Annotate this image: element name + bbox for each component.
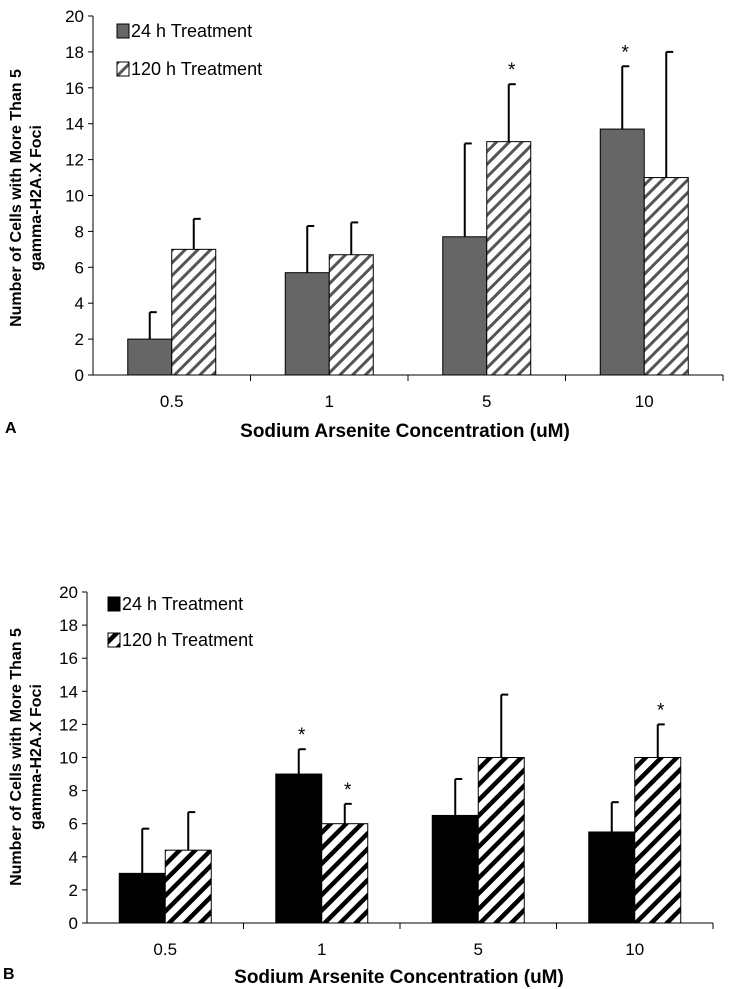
y-tick-label: 12 (65, 151, 84, 170)
y-tick-label: 14 (59, 682, 78, 701)
y-axis-label-line-1: Number of Cells with More Than 5 (8, 628, 25, 886)
y-tick-label: 14 (65, 115, 84, 134)
bar-120h (634, 757, 682, 924)
y-tick-label: 12 (59, 715, 78, 734)
y-tick-label: 16 (65, 79, 84, 98)
y-tick-label: 2 (75, 330, 84, 349)
x-tick-label: 0.5 (160, 392, 184, 411)
significance-marker: * (622, 42, 630, 63)
y-tick-label: 10 (59, 749, 78, 768)
y-tick-label: 18 (59, 616, 78, 635)
y-tick-label: 10 (65, 187, 84, 206)
y-tick-label: 4 (75, 294, 84, 313)
significance-marker: * (298, 725, 306, 746)
significance-marker: * (344, 780, 352, 801)
y-tick-label: 20 (59, 583, 78, 602)
x-tick-label: 1 (317, 940, 326, 959)
x-tick-label: 0.5 (153, 940, 177, 959)
y-axis-label-line-1: Number of Cells with More Than 5 (8, 69, 25, 327)
legend-swatch-24h (107, 596, 121, 612)
bar-120h (486, 141, 532, 376)
legend-label: 120 h Treatment (122, 630, 253, 650)
y-tick-label: 0 (75, 366, 84, 385)
x-tick-label: 10 (625, 940, 644, 959)
y-tick-label: 2 (69, 881, 78, 900)
bar-120h (321, 823, 369, 924)
bar-24h (599, 128, 645, 376)
legend-label: 120 h Treatment (131, 59, 262, 79)
y-tick-label: 8 (69, 782, 78, 801)
panel-label: B (3, 966, 15, 983)
bar-120h (164, 849, 212, 924)
y-tick-label: 16 (59, 649, 78, 668)
significance-marker: * (657, 700, 665, 721)
x-tick-label: 5 (474, 940, 483, 959)
significance-marker: * (508, 60, 516, 81)
panel-b: 0 2 4 6 8 10 12 14 16 18 20 0.5 1 5 10 * * * 24 h Treatmen… (3, 583, 714, 988)
x-axis-label: Sodium Arsenite Concentration (uM) (234, 967, 564, 988)
bar-24h (127, 338, 173, 376)
legend-swatch-120h (116, 61, 130, 77)
panel-label: A (5, 420, 17, 437)
bar-24h (118, 872, 166, 924)
bar-120h (643, 177, 689, 376)
legend-label: 24 h Treatment (131, 21, 252, 41)
y-tick-label: 4 (69, 848, 78, 867)
bar-24h (431, 814, 479, 924)
bar-120h (477, 757, 525, 924)
bar-24h (275, 773, 323, 924)
bar-24h (442, 236, 488, 376)
panel-a: 0 2 4 6 8 10 12 14 16 18 20 0.5 1 5 10 * * 24 h Treatment… (5, 7, 724, 442)
y-axis-label-line-2: gamma-H2A.X Foci (28, 125, 45, 271)
legend-swatch-24h (116, 23, 130, 39)
legend-swatch-120h (107, 632, 121, 648)
x-tick-label: 1 (325, 392, 334, 411)
x-tick-label: 5 (482, 392, 491, 411)
x-axis-label: Sodium Arsenite Concentration (uM) (240, 421, 570, 442)
y-tick-label: 18 (65, 43, 84, 62)
y-tick-label: 6 (69, 815, 78, 834)
y-tick-label: 0 (69, 914, 78, 933)
y-axis-label-line-2: gamma-H2A.X Foci (28, 684, 45, 830)
bar-24h (284, 272, 330, 376)
y-tick-label: 20 (65, 7, 84, 26)
x-tick-label: 10 (635, 392, 654, 411)
bar-24h (588, 831, 636, 924)
legend-label: 24 h Treatment (122, 594, 243, 614)
y-tick-label: 8 (75, 222, 84, 241)
bar-120h (328, 254, 374, 376)
bar-120h (171, 248, 217, 376)
y-tick-label: 6 (75, 258, 84, 277)
